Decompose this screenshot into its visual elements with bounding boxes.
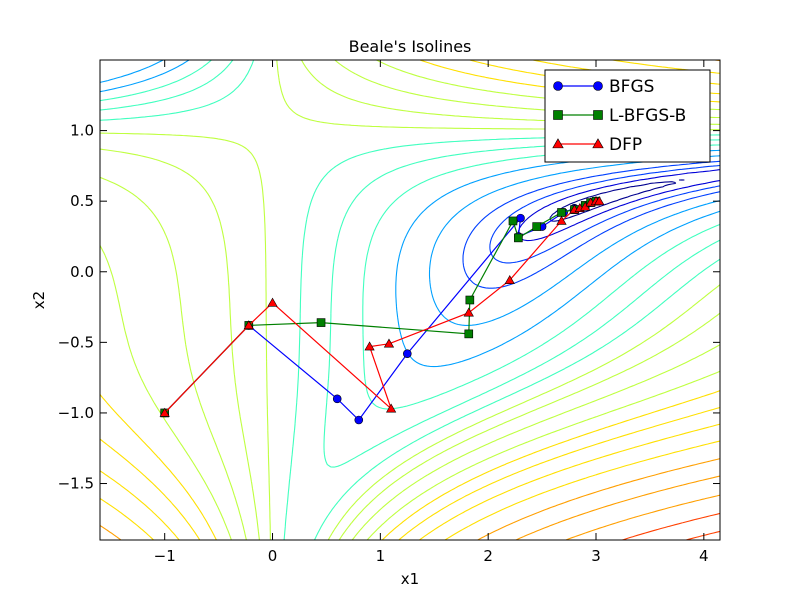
legend-entry: L-BFGS-B [553,106,686,126]
legend-entry: BFGS [553,77,654,97]
x-tick-label: 3 [591,547,601,565]
data-point [557,208,566,217]
data-point [514,233,523,243]
data-point [464,329,474,339]
y-tick-label: 1.0 [70,122,94,140]
legend: BFGS L-BFGS-B DFP [544,69,711,163]
contour-line [489,164,720,264]
y-tick-label: −0.5 [58,333,94,351]
data-point [332,394,342,404]
x-tick-label: −1 [154,547,176,565]
legend-label: BFGS [609,77,654,97]
legend-entry: DFP [552,135,642,155]
contour-line [100,60,720,540]
x-tick-label: 2 [483,547,493,565]
legend-label: L-BFGS-B [609,106,686,126]
data-point [594,195,605,205]
legend-label: DFP [609,135,642,155]
data-point [504,275,515,284]
data-point [403,349,412,358]
y-tick-label: −1.5 [58,475,94,493]
y-tick-label: 0.5 [70,192,94,210]
data-point [508,216,518,226]
data-point [556,215,567,225]
series-triangle [159,195,605,417]
x-tick-label: 1 [376,547,386,565]
data-point [364,341,375,351]
data-point [243,320,254,330]
data-point [552,138,564,149]
data-point [593,81,603,91]
data-point [354,415,364,425]
contour-line [462,160,720,289]
contour-lines [100,60,720,540]
y-axis-ticks: 1.0 0.5 0.0 −0.5 −1.0 −1.5 [58,122,720,493]
data-point [553,81,563,91]
optimizer-paths [159,195,605,425]
chart-title: Beale's Isolines [349,37,472,56]
x-tick-label: 4 [699,547,709,565]
data-point [159,407,170,417]
y-tick-label: −1.0 [58,404,94,422]
data-point [516,213,525,223]
data-point [386,403,397,413]
data-point [465,295,475,305]
y-axis-label: x2 [30,291,48,309]
data-point [316,318,326,327]
plot-frame [99,59,721,541]
x-tick-label: 0 [268,547,278,565]
data-point [553,110,563,120]
x-axis-label: x1 [401,570,419,588]
data-point [592,138,604,149]
contour-line [549,179,685,222]
data-point [532,222,541,231]
legend-box [544,69,711,163]
data-point [463,307,474,317]
x-axis-ticks: −1 0 1 2 3 4 [154,60,709,565]
y-tick-label: 0.0 [70,263,94,281]
data-point [267,297,278,307]
data-point [383,338,395,348]
data-point [593,110,603,120]
